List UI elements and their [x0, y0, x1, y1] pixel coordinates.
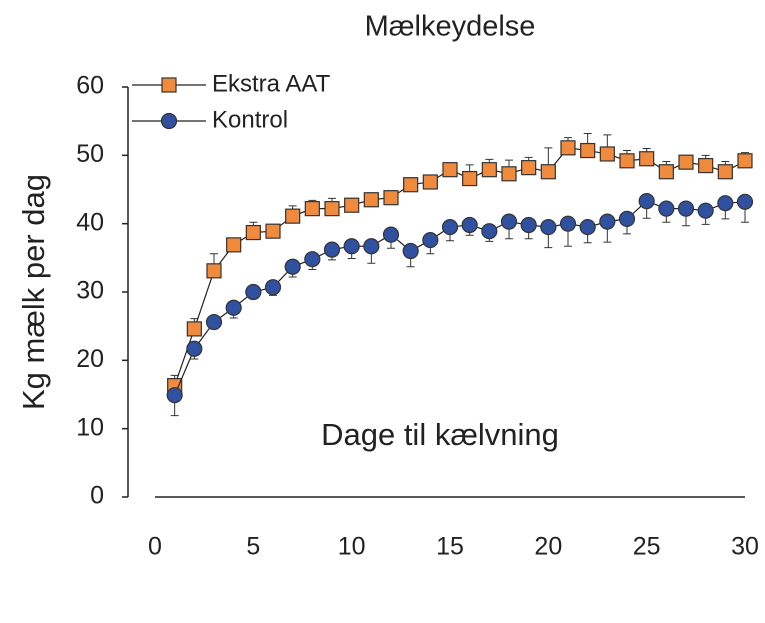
data-point	[442, 162, 458, 178]
data-point	[599, 146, 615, 162]
chart-title: Mælkeydelse	[365, 11, 536, 43]
data-point	[540, 218, 557, 236]
data-point	[205, 313, 223, 331]
data-point	[619, 153, 635, 169]
data-point	[324, 201, 340, 217]
data-point	[343, 238, 360, 255]
data-point	[717, 195, 734, 212]
x-tick-label: 10	[338, 533, 366, 561]
data-point	[658, 164, 674, 180]
data-point	[422, 174, 438, 190]
data-point	[186, 340, 203, 357]
data-point	[462, 170, 478, 187]
data-point	[500, 213, 518, 230]
data-point	[599, 213, 616, 230]
data-point	[461, 216, 478, 234]
data-point	[265, 223, 281, 239]
data-point	[344, 197, 360, 213]
y-tick-label: 10	[76, 413, 104, 441]
data-point	[285, 208, 301, 224]
data-point	[481, 162, 497, 178]
y-axis-title: Kg mælk per dag	[16, 174, 51, 410]
data-point	[225, 299, 242, 316]
y-tick-label: 60	[76, 72, 104, 100]
x-tick-label: 5	[246, 533, 260, 561]
data-point	[540, 164, 556, 180]
data-point	[245, 283, 262, 301]
data-point	[658, 200, 675, 217]
data-point	[717, 164, 733, 180]
x-tick-label: 15	[436, 533, 464, 561]
x-tick-label: 25	[633, 533, 661, 561]
data-point	[501, 166, 517, 182]
data-point	[639, 151, 655, 167]
data-point	[206, 263, 222, 279]
data-point	[382, 226, 400, 243]
data-point	[697, 202, 714, 219]
data-point	[422, 231, 439, 249]
series-line	[174, 147, 746, 386]
data-point	[403, 177, 419, 193]
data-point	[441, 218, 459, 236]
x-tick-label: 0	[148, 533, 162, 561]
data-point	[264, 279, 282, 296]
data-point	[186, 321, 202, 337]
data-point	[245, 224, 261, 241]
data-point	[166, 387, 183, 404]
legend-label: Ekstra AAT	[212, 70, 331, 97]
data-point	[677, 200, 695, 217]
data-point	[323, 241, 341, 258]
y-tick-label: 20	[76, 345, 104, 373]
data-point	[284, 258, 301, 275]
data-point	[481, 223, 498, 240]
data-point	[736, 193, 754, 210]
legend-label: Kontrol	[212, 106, 288, 133]
x-tick-label: 20	[534, 533, 562, 561]
legend-marker	[160, 112, 178, 130]
x-tick-label: 30	[731, 533, 759, 561]
legend-marker	[161, 77, 177, 93]
data-point	[618, 210, 636, 227]
data-point	[520, 216, 537, 234]
data-point	[304, 251, 321, 268]
data-point	[638, 193, 655, 210]
data-point	[304, 201, 320, 217]
y-tick-label: 0	[90, 482, 104, 510]
data-point	[363, 238, 380, 255]
data-point	[698, 157, 714, 174]
data-point	[363, 192, 379, 208]
data-point	[560, 140, 576, 156]
data-point	[226, 237, 242, 253]
x-axis-title: Dage til kælvning	[321, 417, 559, 452]
data-point	[580, 142, 596, 159]
data-point	[737, 153, 753, 169]
data-point	[383, 190, 399, 206]
data-point	[402, 242, 419, 260]
y-tick-label: 40	[76, 208, 104, 236]
data-point	[521, 160, 537, 176]
data-point	[559, 215, 577, 232]
data-point	[678, 154, 694, 170]
y-tick-label: 50	[76, 140, 104, 168]
y-tick-label: 30	[76, 277, 104, 305]
data-point	[579, 218, 596, 236]
